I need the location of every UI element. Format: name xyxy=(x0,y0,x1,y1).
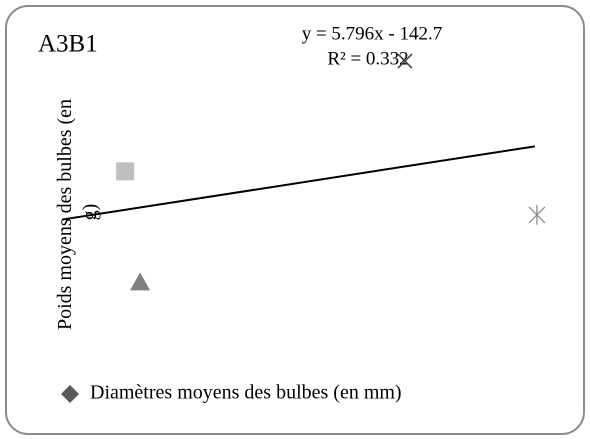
trendline xyxy=(61,145,536,221)
point xyxy=(397,53,413,69)
point xyxy=(130,272,151,291)
trend-equation: y = 5.796x - 142.7 xyxy=(302,23,443,44)
point xyxy=(528,204,546,225)
legend-marker xyxy=(61,385,79,403)
point xyxy=(116,162,135,181)
legend-label: Diamètres moyens des bulbes (en mm) xyxy=(90,382,402,404)
chart-title: A3B1 xyxy=(38,31,98,58)
chart-border xyxy=(5,5,585,435)
r-squared: R² = 0.332 xyxy=(327,48,408,69)
